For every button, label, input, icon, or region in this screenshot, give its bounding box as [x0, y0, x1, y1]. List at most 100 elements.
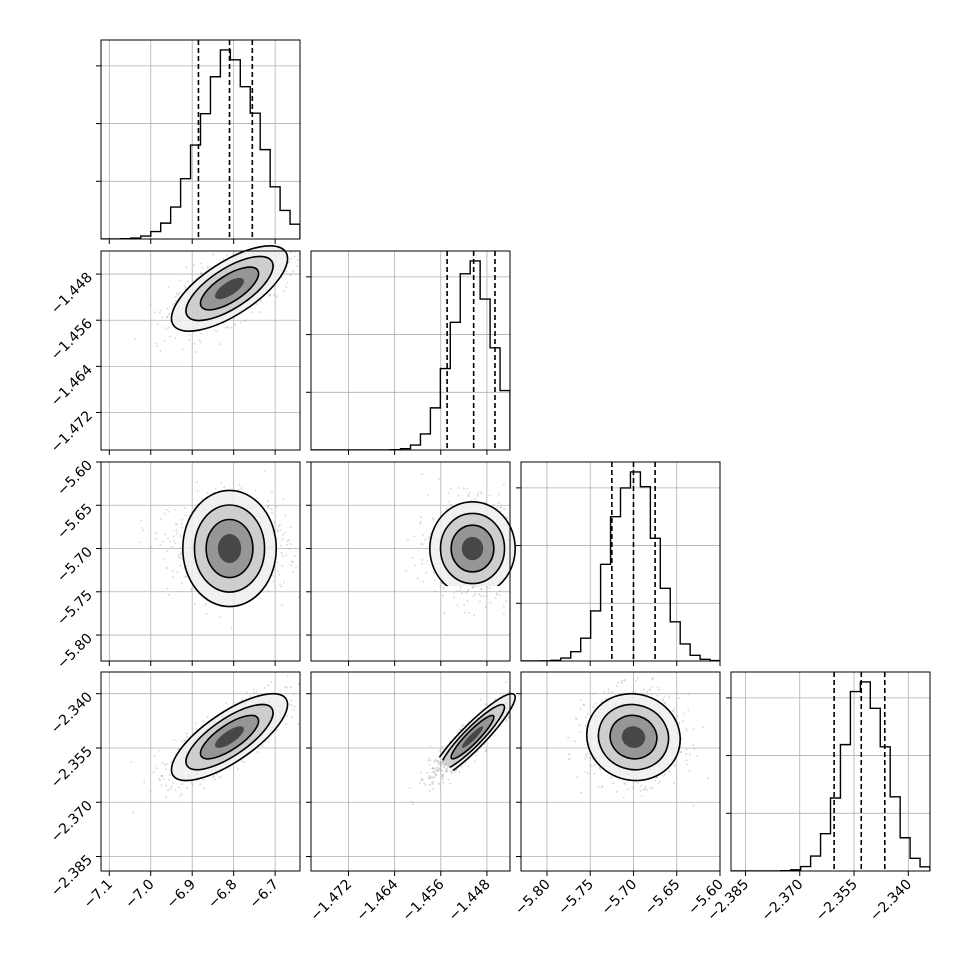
sample-point — [281, 604, 284, 607]
sample-point — [240, 760, 243, 763]
sample-point — [295, 566, 298, 569]
sample-point — [664, 702, 667, 705]
sample-point — [168, 510, 171, 513]
sample-point — [523, 690, 525, 692]
sample-point — [494, 697, 497, 700]
sample-point — [270, 490, 273, 493]
sample-point — [332, 540, 334, 542]
sample-point — [532, 684, 534, 686]
sample-point — [186, 280, 189, 283]
sample-point — [167, 593, 170, 596]
sample-point — [515, 497, 517, 499]
sample-point — [160, 775, 163, 778]
sample-point — [443, 765, 446, 768]
sample-point — [313, 229, 315, 231]
sample-point — [667, 770, 670, 773]
sample-point — [175, 292, 178, 295]
sample-point — [451, 771, 454, 774]
contour-level — [215, 726, 245, 748]
sample-point — [477, 492, 480, 495]
sample-point — [458, 728, 461, 731]
sample-point — [180, 552, 183, 555]
sample-point — [568, 757, 571, 760]
sample-point — [516, 700, 518, 702]
sample-point — [592, 706, 595, 709]
sample-point — [651, 678, 654, 681]
sample-point — [423, 782, 426, 785]
sample-point — [199, 341, 202, 344]
sample-point — [306, 230, 308, 232]
sample-point — [433, 760, 436, 763]
sample-point — [471, 586, 474, 589]
sample-point — [165, 328, 168, 331]
sample-point — [649, 786, 652, 789]
sample-point — [180, 557, 183, 560]
panel-2-1 — [306, 461, 533, 666]
sample-point — [442, 773, 445, 776]
sample-point — [176, 293, 179, 296]
sample-point — [431, 767, 434, 770]
sample-point — [303, 244, 305, 246]
sample-point — [455, 590, 458, 593]
sample-point — [212, 774, 215, 777]
sample-point — [586, 752, 589, 755]
sample-point — [599, 768, 602, 771]
sample-point — [166, 537, 169, 540]
sample-point — [254, 489, 257, 492]
sample-point — [289, 542, 292, 545]
sample-point — [531, 527, 533, 529]
sample-point — [485, 749, 488, 752]
sample-point — [166, 315, 169, 318]
sample-point — [460, 725, 463, 728]
sample-point — [685, 729, 688, 732]
sample-point — [601, 785, 604, 788]
sample-point — [526, 542, 528, 544]
sample-point — [194, 350, 197, 353]
sample-point — [154, 311, 157, 314]
sample-point — [439, 763, 442, 766]
sample-point — [167, 779, 170, 782]
sample-point — [476, 494, 479, 497]
sample-point — [159, 517, 162, 520]
sample-point — [607, 688, 610, 691]
sample-point — [484, 750, 487, 753]
sample-point — [522, 687, 524, 689]
histogram-bar — [311, 260, 510, 450]
sample-point — [222, 258, 225, 261]
sample-point — [428, 764, 431, 767]
sample-point — [261, 744, 264, 747]
sample-point — [477, 593, 480, 596]
panel-0-0 — [96, 39, 301, 244]
sample-point — [275, 295, 278, 298]
sample-point — [243, 249, 245, 251]
sample-point — [267, 740, 270, 743]
sample-point — [528, 550, 530, 552]
sample-point — [178, 547, 181, 550]
sample-point — [149, 303, 152, 306]
sample-point — [432, 788, 435, 791]
sample-point — [293, 705, 296, 708]
sample-point — [196, 490, 199, 493]
sample-point — [273, 520, 276, 523]
sample-point — [296, 259, 299, 262]
sample-point — [169, 335, 172, 338]
sample-point — [308, 703, 310, 705]
sample-point — [246, 691, 249, 694]
sample-point — [180, 526, 183, 529]
sample-point — [441, 760, 444, 763]
sample-point — [634, 691, 637, 694]
sample-point — [440, 761, 443, 764]
sample-point — [179, 279, 182, 282]
sample-point — [297, 682, 300, 685]
sample-point — [165, 566, 168, 569]
sample-point — [498, 594, 501, 597]
sample-point — [636, 781, 639, 784]
sample-point — [466, 599, 469, 602]
sample-point — [179, 795, 182, 798]
sample-point — [251, 245, 253, 247]
sample-point — [467, 495, 470, 498]
sample-point — [444, 770, 447, 773]
sample-point — [293, 555, 296, 558]
sample-point — [432, 776, 435, 779]
sample-point — [161, 761, 164, 764]
